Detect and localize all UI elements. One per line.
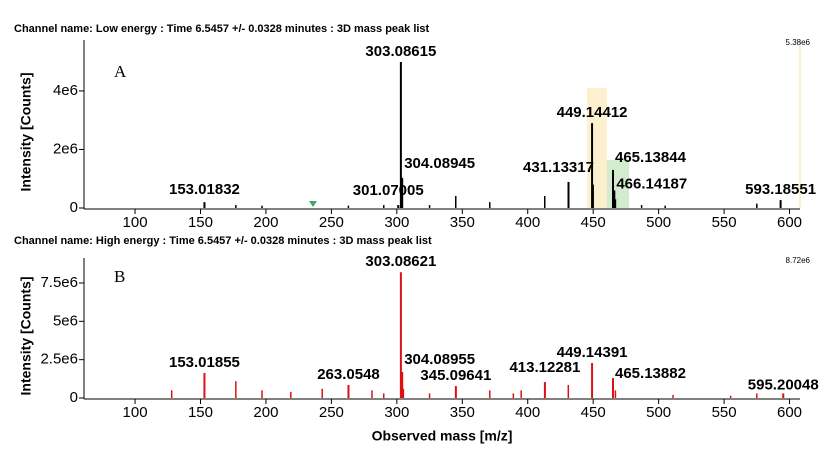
y-axis-label: Intensity [Counts] <box>18 277 34 396</box>
peak-label: 303.08621 <box>365 253 436 270</box>
x-tick-label: 400 <box>515 214 540 231</box>
x-tick-label: 100 <box>123 404 148 421</box>
peak-label: 449.14391 <box>557 344 628 361</box>
peak-label: 303.08615 <box>365 43 436 60</box>
peak-label: 153.01855 <box>169 354 240 371</box>
peak-label: 466.14187 <box>616 175 687 192</box>
x-tick-label: 300 <box>384 214 409 231</box>
peak-label: 449.14412 <box>557 104 628 121</box>
x-tick-label: 500 <box>646 214 671 231</box>
x-tick-label: 550 <box>712 404 737 421</box>
marker-triangle <box>309 201 317 207</box>
x-tick-label: 550 <box>712 214 737 231</box>
peak-label: 153.01832 <box>169 181 240 198</box>
y-tick-label: 0 <box>70 199 78 216</box>
x-tick-label: 350 <box>450 404 475 421</box>
highlight-band <box>799 40 801 208</box>
max-intensity-label: 8.72e6 <box>786 256 811 265</box>
y-tick-label: 2.5e6 <box>40 351 78 368</box>
peak-label: 263.0548 <box>317 366 380 383</box>
y-tick-label: 7.5e6 <box>40 274 78 291</box>
peak-label: 413.12281 <box>509 359 580 376</box>
x-tick-label: 300 <box>384 404 409 421</box>
peak-label: 595.20048 <box>748 376 819 393</box>
x-tick-label: 450 <box>581 214 606 231</box>
x-tick-label: 500 <box>646 404 671 421</box>
x-tick-label: 400 <box>515 404 540 421</box>
peak-label: 304.08945 <box>404 155 475 172</box>
peak-label: 345.09641 <box>420 367 491 384</box>
y-axis-label: Intensity [Counts] <box>18 73 34 192</box>
y-tick-label: 2e6 <box>53 140 78 157</box>
x-tick-label: 250 <box>319 404 344 421</box>
y-tick-label: 4e6 <box>53 82 78 99</box>
chart-title: Channel name: Low energy : Time 6.5457 +… <box>14 23 430 35</box>
peak-label: 593.18551 <box>745 181 816 198</box>
peak-label: 431.13317 <box>523 159 594 176</box>
peak-label: 465.13882 <box>615 365 686 382</box>
x-axis-label: Observed mass [m/z] <box>372 428 513 444</box>
x-tick-label: 100 <box>123 214 148 231</box>
x-tick-label: 150 <box>188 404 213 421</box>
y-tick-label: 5e6 <box>53 312 78 329</box>
peak-label: 301.07005 <box>353 182 424 199</box>
chart-title: Channel name: High energy : Time 6.5457 … <box>14 235 432 247</box>
x-tick-label: 200 <box>253 404 278 421</box>
x-tick-label: 600 <box>777 214 802 231</box>
max-intensity-label: 5.38e6 <box>786 38 811 47</box>
peak-label: 465.13844 <box>615 149 687 166</box>
x-tick-label: 150 <box>188 214 213 231</box>
panel-letter: B <box>114 267 125 286</box>
x-tick-label: 350 <box>450 214 475 231</box>
x-tick-label: 200 <box>253 214 278 231</box>
x-tick-label: 450 <box>581 404 606 421</box>
x-tick-label: 600 <box>777 404 802 421</box>
y-tick-label: 0 <box>70 389 78 406</box>
x-tick-label: 250 <box>319 214 344 231</box>
panel-letter: A <box>114 62 127 81</box>
peak-label: 304.08955 <box>404 351 475 368</box>
